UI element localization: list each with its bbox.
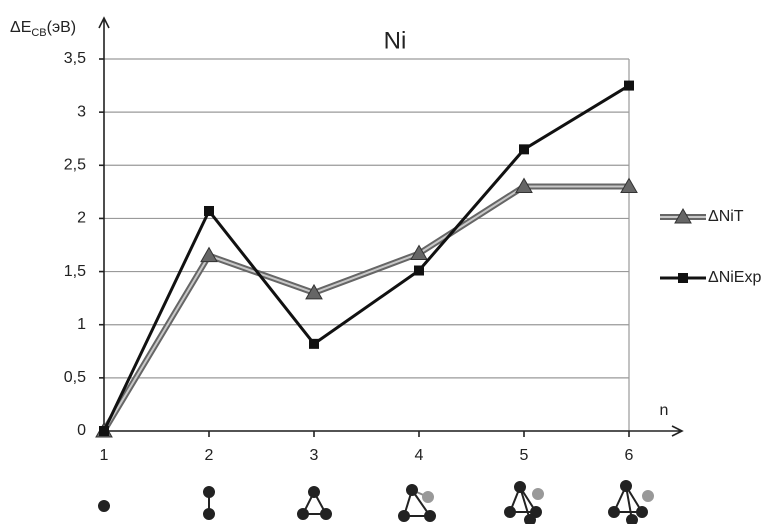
x-axis bbox=[104, 426, 682, 436]
chart-title: Ni bbox=[384, 27, 407, 54]
legend-marker bbox=[678, 273, 688, 283]
y-axis-label: ΔEСВ(эВ) bbox=[10, 19, 76, 39]
y-tick-label: 3 bbox=[77, 103, 86, 120]
y-tick-label: 2,5 bbox=[64, 157, 86, 174]
y-label-unit: (эВ) bbox=[47, 19, 77, 36]
x-tick-label: 4 bbox=[415, 447, 424, 464]
x-tick-label: 1 bbox=[100, 447, 109, 464]
y-axis bbox=[99, 18, 109, 431]
x-tick-label: 5 bbox=[520, 447, 529, 464]
molecule-icons bbox=[99, 481, 653, 524]
y-label-sub: СВ bbox=[31, 27, 46, 39]
marker bbox=[519, 144, 529, 154]
series-line bbox=[104, 86, 629, 431]
marker bbox=[99, 426, 109, 436]
legend-label: ΔNiT bbox=[708, 208, 744, 225]
y-tick-label: 1 bbox=[77, 316, 86, 333]
y-tick-label: 0 bbox=[77, 422, 86, 439]
y-tick-label: 3,5 bbox=[64, 50, 86, 67]
marker bbox=[414, 266, 424, 276]
y-tick-label: 1,5 bbox=[64, 263, 86, 280]
y-label-main: ΔE bbox=[10, 19, 31, 36]
chart: Ni ΔEСВ(эВ) n 0 0,5 1 1,5 2 2,5 3 3,5 1 2 3 4 5 6 ΔNiT… bbox=[0, 0, 771, 524]
y-tick-label: 0,5 bbox=[64, 369, 86, 386]
legend-label: ΔNiExp bbox=[708, 269, 761, 286]
x-tick-label: 3 bbox=[310, 447, 319, 464]
x-axis-label: n bbox=[660, 402, 669, 419]
x-tick-label: 6 bbox=[625, 447, 634, 464]
marker bbox=[309, 339, 319, 349]
marker bbox=[624, 81, 634, 91]
y-tick-label: 2 bbox=[77, 210, 86, 227]
marker bbox=[204, 206, 214, 216]
x-tick-label: 2 bbox=[205, 447, 214, 464]
